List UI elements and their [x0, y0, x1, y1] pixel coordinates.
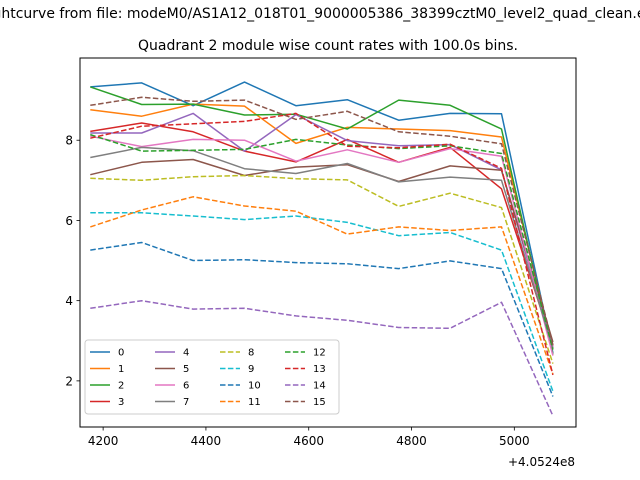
plot-frame — [79, 57, 577, 428]
x-tick-label: 4400 — [191, 434, 222, 448]
legend-item-6: 6 — [155, 381, 189, 392]
legend-label: 3 — [118, 397, 124, 408]
x-tick-label: 4200 — [88, 434, 119, 448]
y-tick-label: 8 — [65, 134, 73, 148]
x-tick-label: 4600 — [293, 434, 324, 448]
legend-item-12: 12 — [285, 348, 326, 359]
x-tick-label: 4800 — [396, 434, 427, 448]
legend-item-3: 3 — [90, 397, 124, 408]
legend-item-2: 2 — [90, 381, 124, 392]
legend-item-10: 10 — [220, 381, 261, 392]
x-axis-ticks: 4200 4400 4600 4800 5000 — [88, 427, 530, 448]
series-line-2 — [90, 86, 554, 355]
legend-item-9: 9 — [220, 364, 254, 375]
y-tick-label: 6 — [65, 214, 73, 228]
legend-item-5: 5 — [155, 364, 189, 375]
legend-item-14: 14 — [285, 381, 326, 392]
series-line-5 — [90, 158, 554, 343]
plot-lines — [90, 81, 554, 417]
legend-label: 14 — [313, 381, 326, 392]
legend-label: 12 — [313, 348, 326, 359]
legend-item-11: 11 — [220, 397, 261, 408]
legend-item-15: 15 — [285, 397, 326, 408]
legend-label: 9 — [248, 364, 254, 375]
legend-label: 11 — [248, 397, 261, 408]
legend-label: 6 — [183, 381, 189, 392]
series-line-6 — [90, 135, 554, 356]
y-axis-ticks: 2 4 6 8 — [65, 134, 80, 388]
chart-title: Quadrant 2 module wise count rates with … — [138, 38, 518, 54]
legend-item-0: 0 — [90, 348, 124, 359]
legend-item-4: 4 — [155, 348, 189, 359]
legend-label: 8 — [248, 348, 254, 359]
series-line-8 — [90, 174, 554, 364]
y-tick-label: 4 — [65, 294, 73, 308]
series-line-9 — [90, 212, 554, 392]
series-line-0 — [90, 81, 554, 353]
x-axis-offset-label: +4.0524e8 — [508, 455, 575, 469]
series-line-14 — [90, 299, 554, 417]
legend-label: 13 — [313, 364, 326, 375]
series-line-13 — [90, 112, 554, 376]
x-tick-label: 5000 — [499, 434, 530, 448]
legend-label: 5 — [183, 364, 189, 375]
series-line-10 — [90, 241, 554, 397]
chart-suptitle: Lightcurve from file: modeM0/AS1A12_018T… — [0, 6, 640, 22]
legend-label: 15 — [313, 397, 326, 408]
legend-item-1: 1 — [90, 364, 124, 375]
legend-label: 4 — [183, 348, 189, 359]
legend-label: 2 — [118, 381, 124, 392]
legend-box — [84, 339, 340, 415]
series-line-1 — [90, 103, 554, 350]
series-line-12 — [90, 133, 554, 350]
legend-label: 1 — [118, 364, 124, 375]
y-tick-label: 2 — [65, 374, 73, 388]
legend-label: 0 — [118, 348, 124, 359]
series-line-4 — [90, 112, 554, 348]
series-line-7 — [90, 146, 554, 349]
legend-item-8: 8 — [220, 348, 254, 359]
legend-label: 7 — [183, 397, 189, 408]
legend-label: 10 — [248, 381, 261, 392]
legend-item-7: 7 — [155, 397, 189, 408]
legend-item-13: 13 — [285, 364, 326, 375]
series-line-11 — [90, 196, 554, 375]
